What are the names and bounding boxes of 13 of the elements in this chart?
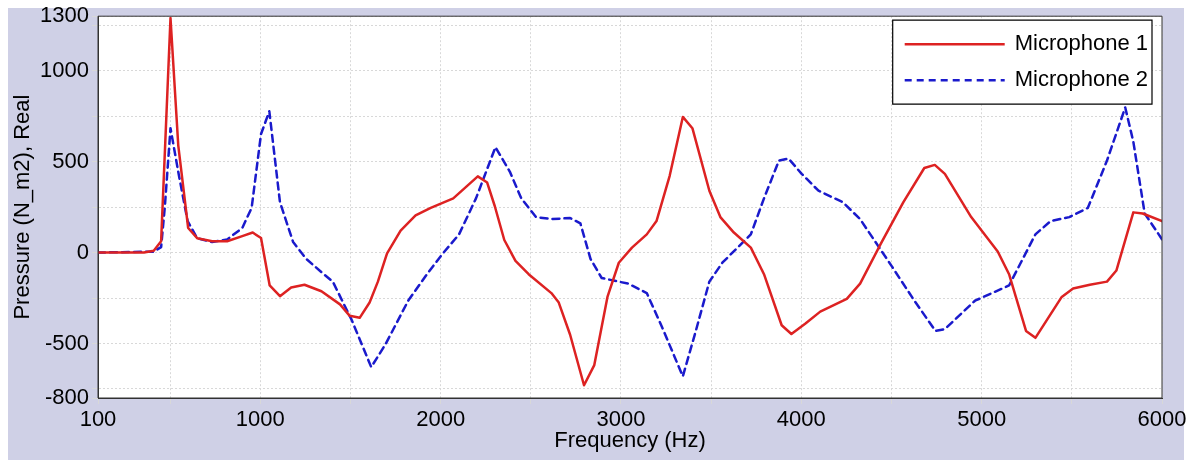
legend-label: Microphone 2 bbox=[1014, 66, 1149, 92]
y-axis-title: Pressure (N_m2), Real bbox=[9, 94, 35, 320]
y-tick-label: 0 bbox=[76, 238, 89, 264]
y-tick-label: 500 bbox=[52, 147, 89, 173]
y-tick-label: 1300 bbox=[40, 2, 89, 28]
x-tick-label: 5000 bbox=[957, 406, 1007, 432]
x-tick-label: 4000 bbox=[776, 406, 826, 432]
y-tick-label: -500 bbox=[44, 329, 89, 355]
x-tick-label: 2000 bbox=[416, 406, 466, 432]
legend-label: Microphone 1 bbox=[1014, 30, 1149, 56]
y-tick-label: 1000 bbox=[40, 56, 89, 82]
x-tick-label: 1000 bbox=[235, 406, 285, 432]
x-tick-label: 6000 bbox=[1137, 406, 1187, 432]
